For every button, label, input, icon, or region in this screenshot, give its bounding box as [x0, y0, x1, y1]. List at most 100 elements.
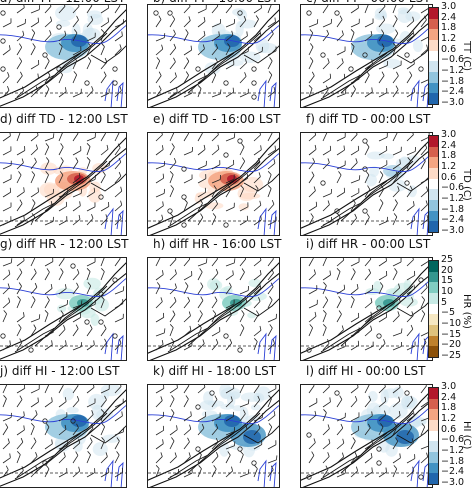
wind-barb — [223, 467, 234, 477]
calm-wind-marker — [224, 223, 228, 227]
wind-barb — [348, 214, 358, 225]
colorbar-segment — [429, 19, 438, 30]
panel-title: l) diff HI - 00:00 LST — [306, 364, 425, 378]
wind-barb — [42, 268, 51, 280]
wind-barb — [237, 268, 246, 280]
wind-barb — [335, 47, 347, 55]
wind-barb — [320, 58, 330, 69]
calm-wind-marker — [335, 11, 339, 15]
wind-barb — [181, 133, 190, 141]
wind-barb — [0, 72, 10, 83]
map-panel — [0, 257, 127, 361]
map-plot — [301, 133, 432, 235]
map-panel — [300, 257, 433, 361]
wind-barb — [13, 296, 21, 308]
wind-barb — [418, 339, 428, 350]
wind-barb — [362, 258, 372, 266]
wind-barb — [43, 439, 54, 449]
boundary-line — [270, 336, 276, 360]
wind-barb — [306, 312, 317, 322]
wind-barb — [0, 424, 9, 435]
wind-barb — [252, 5, 263, 13]
wind-barb — [112, 44, 123, 55]
wind-barb — [305, 57, 313, 69]
wind-barb — [85, 385, 96, 393]
colorbar-segment — [429, 51, 438, 62]
colorbar-tick-label: 2.4 — [441, 393, 456, 403]
wind-barb — [404, 133, 415, 141]
colorbar-tick-label: −10 — [441, 319, 461, 329]
colorbar-segment — [429, 441, 438, 452]
colorbar-tick-label: 0.6 — [441, 45, 456, 55]
calm-wind-marker — [224, 334, 228, 338]
field-patch — [413, 39, 423, 52]
wind-barb — [320, 200, 331, 211]
boundary-line — [411, 461, 419, 487]
field-patch — [383, 299, 395, 307]
wind-barb — [167, 143, 176, 155]
wind-barb — [319, 258, 327, 266]
wind-barb — [99, 202, 111, 211]
wind-barb — [333, 268, 341, 280]
wind-barb — [167, 258, 177, 266]
wind-barb — [85, 468, 97, 477]
wind-barb — [195, 133, 204, 141]
wind-barb — [376, 339, 386, 350]
wind-barb — [1, 188, 12, 197]
wind-barb — [0, 385, 8, 393]
calm-wind-marker — [252, 95, 256, 99]
wind-barb — [390, 199, 399, 211]
wind-barb — [85, 340, 96, 350]
colorbar-tick-label: 0.6 — [441, 173, 456, 183]
map-panel — [300, 4, 433, 108]
wind-barb — [321, 19, 333, 27]
wind-barb — [389, 213, 397, 225]
wind-barb — [377, 88, 389, 97]
wind-barb — [14, 58, 23, 69]
wind-barb — [167, 269, 178, 280]
calm-wind-marker — [252, 461, 256, 465]
wind-barb — [15, 385, 26, 393]
wind-barb — [361, 5, 369, 13]
colorbar-segment — [429, 473, 438, 484]
map-panel — [300, 384, 433, 488]
wind-barb — [307, 145, 318, 155]
wind-barb — [152, 57, 160, 69]
wind-barb — [250, 465, 258, 477]
calm-wind-marker — [1, 67, 5, 71]
wind-barb — [154, 145, 165, 155]
wind-barb — [195, 385, 206, 393]
wind-barb — [27, 213, 35, 225]
wind-barb — [15, 425, 26, 435]
wind-barb — [306, 438, 317, 449]
wind-barb — [306, 72, 316, 83]
wind-barb — [320, 439, 331, 449]
wind-barb — [154, 174, 165, 183]
wind-barb — [71, 146, 83, 155]
calm-wind-marker — [307, 433, 311, 437]
wind-barb — [29, 398, 40, 407]
wind-barb — [13, 171, 22, 183]
coastline — [321, 306, 387, 352]
wind-barb — [27, 29, 35, 41]
wind-barb — [0, 298, 11, 308]
colorbar-tick-label: 5 — [441, 298, 447, 308]
wind-barb — [225, 133, 237, 141]
field-patch — [243, 430, 261, 444]
calm-wind-marker — [419, 475, 423, 479]
wind-barb — [319, 282, 327, 294]
calm-wind-marker — [85, 81, 89, 85]
boundary-line — [258, 334, 266, 360]
wind-barb — [182, 147, 194, 155]
wind-barb — [55, 143, 64, 155]
wind-barb — [361, 385, 370, 393]
wind-barb — [70, 269, 80, 280]
wind-barb — [167, 283, 178, 294]
wind-barb — [195, 297, 204, 308]
wind-barb — [347, 296, 355, 308]
colorbar-tick-label: 3.0 — [441, 2, 456, 12]
wind-barb — [252, 270, 263, 280]
wind-barb — [335, 74, 346, 83]
wind-barb — [264, 5, 272, 13]
colorbar-segment — [429, 399, 438, 410]
